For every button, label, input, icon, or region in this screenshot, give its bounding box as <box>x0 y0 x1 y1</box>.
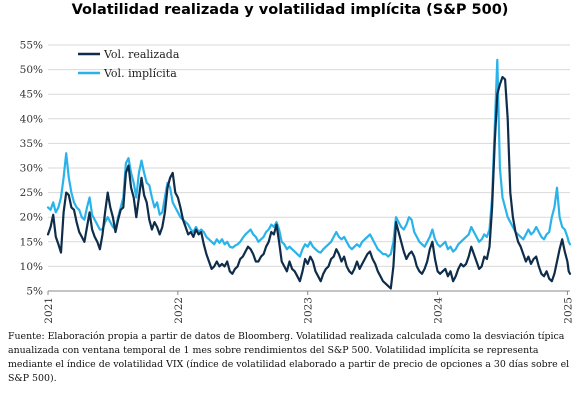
y-tick-label: 20% <box>20 212 43 224</box>
series-line-vol-implicita <box>46 58 572 258</box>
y-tick-label: 30% <box>20 163 43 175</box>
x-tick-label: 2021 <box>43 297 55 324</box>
series-line-vol-realizada <box>46 75 572 290</box>
legend-label-vol-implicita: Vol. implícita <box>103 67 177 80</box>
y-tick-label: 25% <box>20 187 43 199</box>
x-tick-label: 2023 <box>303 297 315 324</box>
x-tick-label: 2025 <box>562 297 574 324</box>
legend: Vol. realizada Vol. implícita <box>78 48 180 80</box>
y-tick-label: 15% <box>20 236 43 248</box>
y-tick-label: 5% <box>26 286 43 298</box>
y-tick-label: 55% <box>20 40 43 52</box>
y-tick-label: 35% <box>20 138 43 150</box>
source-note: Fuente: Elaboración propia a partir de d… <box>8 331 570 384</box>
axes: 5% 10% 15% 20% 25% 30% 35% 40% 45% 50% 55% 2021 2022… <box>20 40 575 324</box>
y-tick-label: 45% <box>20 89 43 101</box>
x-tick-label: 2024 <box>433 297 445 324</box>
legend-label-vol-realizada: Vol. realizada <box>103 48 180 61</box>
y-tick-label: 10% <box>20 261 43 273</box>
chart-title: Volatilidad realizada y volatilidad impl… <box>71 2 509 18</box>
y-tick-label: 40% <box>20 113 43 125</box>
line-chart: 5% 10% 15% 20% 25% 30% 35% 40% 45% 50% 55% 2021 2022… <box>20 40 575 324</box>
y-tick-label: 50% <box>20 64 43 76</box>
x-tick-label: 2022 <box>173 297 185 324</box>
series-lines <box>46 58 572 290</box>
